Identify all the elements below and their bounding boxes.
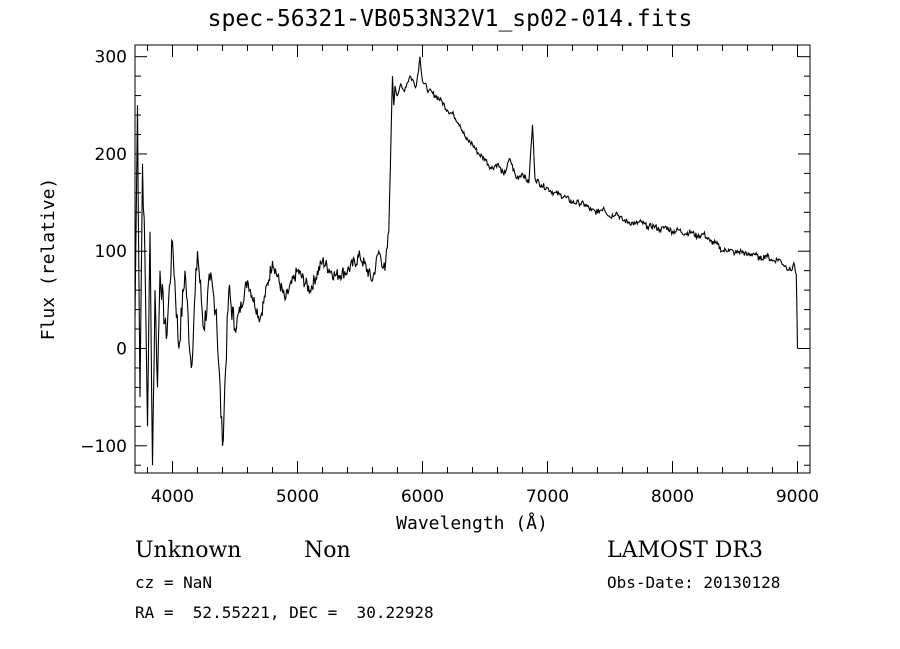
x-tick-label: 5000 bbox=[276, 487, 319, 507]
x-tick-label: 4000 bbox=[151, 487, 194, 507]
y-tick-label: 0 bbox=[116, 339, 127, 359]
y-tick-label: 300 bbox=[95, 48, 127, 68]
x-axis-label: Wavelength (Å) bbox=[396, 512, 548, 534]
spectrum-line bbox=[134, 56, 799, 466]
chart-title: spec-56321-VB053N32V1_sp02-014.fits bbox=[207, 6, 693, 32]
survey-label: LAMOST DR3 bbox=[607, 538, 763, 563]
axis-tick-labels: 4000 5000 6000 7000 8000 9000 −100 0 100 200 300 bbox=[80, 48, 819, 507]
axis-ticks bbox=[135, 45, 810, 473]
x-tick-label: 8000 bbox=[651, 487, 694, 507]
y-tick-label: 100 bbox=[95, 242, 127, 262]
y-axis-label: Flux (relative) bbox=[38, 178, 59, 341]
y-tick-label: 200 bbox=[95, 145, 127, 165]
object-class: Unknown bbox=[135, 538, 242, 563]
y-tick-label: −100 bbox=[80, 437, 127, 457]
redshift-label: cz = NaN bbox=[135, 573, 213, 592]
object-subclass: Non bbox=[304, 538, 351, 563]
x-tick-label: 7000 bbox=[526, 487, 569, 507]
x-tick-label: 9000 bbox=[776, 487, 819, 507]
plot-frame bbox=[134, 44, 811, 474]
x-tick-label: 6000 bbox=[401, 487, 444, 507]
coordinates-label: RA = 52.55221, DEC = 30.22928 bbox=[135, 603, 434, 622]
obs-date-label: Obs-Date: 20130128 bbox=[607, 573, 781, 592]
